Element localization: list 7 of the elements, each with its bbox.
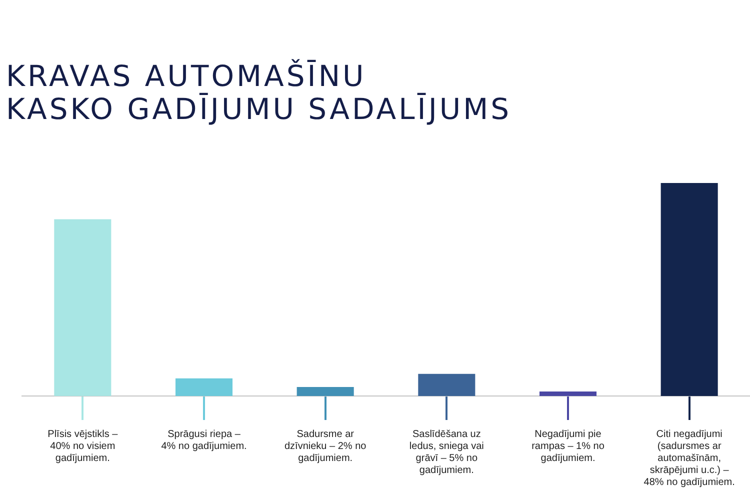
x-tick-label: Sprāgusi riepa – 4% no gadījumiem.	[161, 428, 247, 452]
x-tick-label: Citi negadījumi (sadursmes ar automašīnām, skrāpējumi u.c.) – 48% no gadījumiem.	[644, 428, 735, 488]
chart-title: KRAVAS AUTOMAŠĪNU KASKO GADĪJUMU SADALĪJUMS	[6, 59, 512, 126]
x-tick-label: Plīsis vējstikls – 40% no visiem gadījumiem.	[48, 428, 118, 464]
x-tick-label: Negadījumi pie rampas – 1% no gadījumiem.	[532, 428, 605, 464]
x-tick-label: Sadursme ar dzīvnieku – 2% no gadījumiem.	[284, 428, 367, 464]
x-tick-label: Saslīdēšana uz ledus, sniega vai grāvī – 5% no gadījumiem.	[409, 428, 484, 476]
